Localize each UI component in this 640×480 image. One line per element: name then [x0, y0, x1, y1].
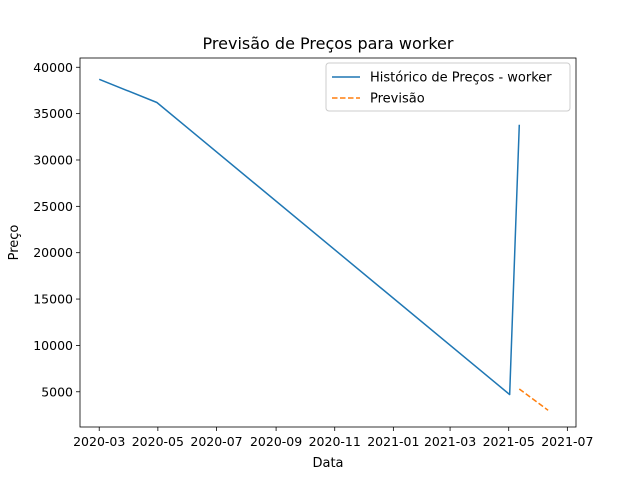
x-tick-label: 2021-05	[483, 434, 535, 449]
plot-frame	[79, 57, 577, 428]
y-axis-label: Preço	[7, 225, 22, 261]
x-axis-label: Data	[312, 456, 343, 471]
x-tick-label: 2020-11	[309, 434, 361, 449]
chart-title: Previsão de Preços para worker	[203, 34, 454, 53]
legend-box	[325, 62, 571, 112]
x-tick-label: 2020-05	[132, 434, 184, 449]
legend-label-forecast: Previsão	[370, 92, 425, 107]
x-tick-label: 2021-07	[541, 434, 593, 449]
x-tick-label: 2020-03	[73, 434, 125, 449]
y-tick-label: 30000	[33, 152, 73, 167]
y-tick-label: 35000	[33, 106, 73, 121]
y-tick-label: 5000	[41, 384, 73, 399]
legend: Histórico de Preços - worker Previsão	[325, 62, 571, 112]
y-tick-label: 40000	[33, 60, 73, 75]
x-tick-label: 2020-09	[250, 434, 302, 449]
x-tick-label: 2021-01	[367, 434, 419, 449]
x-tick-label: 2020-07	[190, 434, 242, 449]
series-line-0	[98, 78, 521, 396]
series-line-1	[518, 388, 549, 411]
y-axis: 5000 10000 15000 20000 25000 30000 35000 40000	[33, 60, 80, 399]
series-layer	[98, 78, 549, 411]
y-tick-label: 15000	[33, 292, 73, 307]
legend-label-history: Histórico de Preços - worker	[370, 71, 552, 86]
y-tick-label: 10000	[33, 338, 73, 353]
y-tick-label: 20000	[33, 245, 73, 260]
x-axis: 2020-03 2020-05 2020-07 2020-09 2020-11 2021-…	[73, 427, 593, 449]
y-tick-label: 25000	[33, 199, 73, 214]
x-tick-label: 2021-03	[424, 434, 476, 449]
